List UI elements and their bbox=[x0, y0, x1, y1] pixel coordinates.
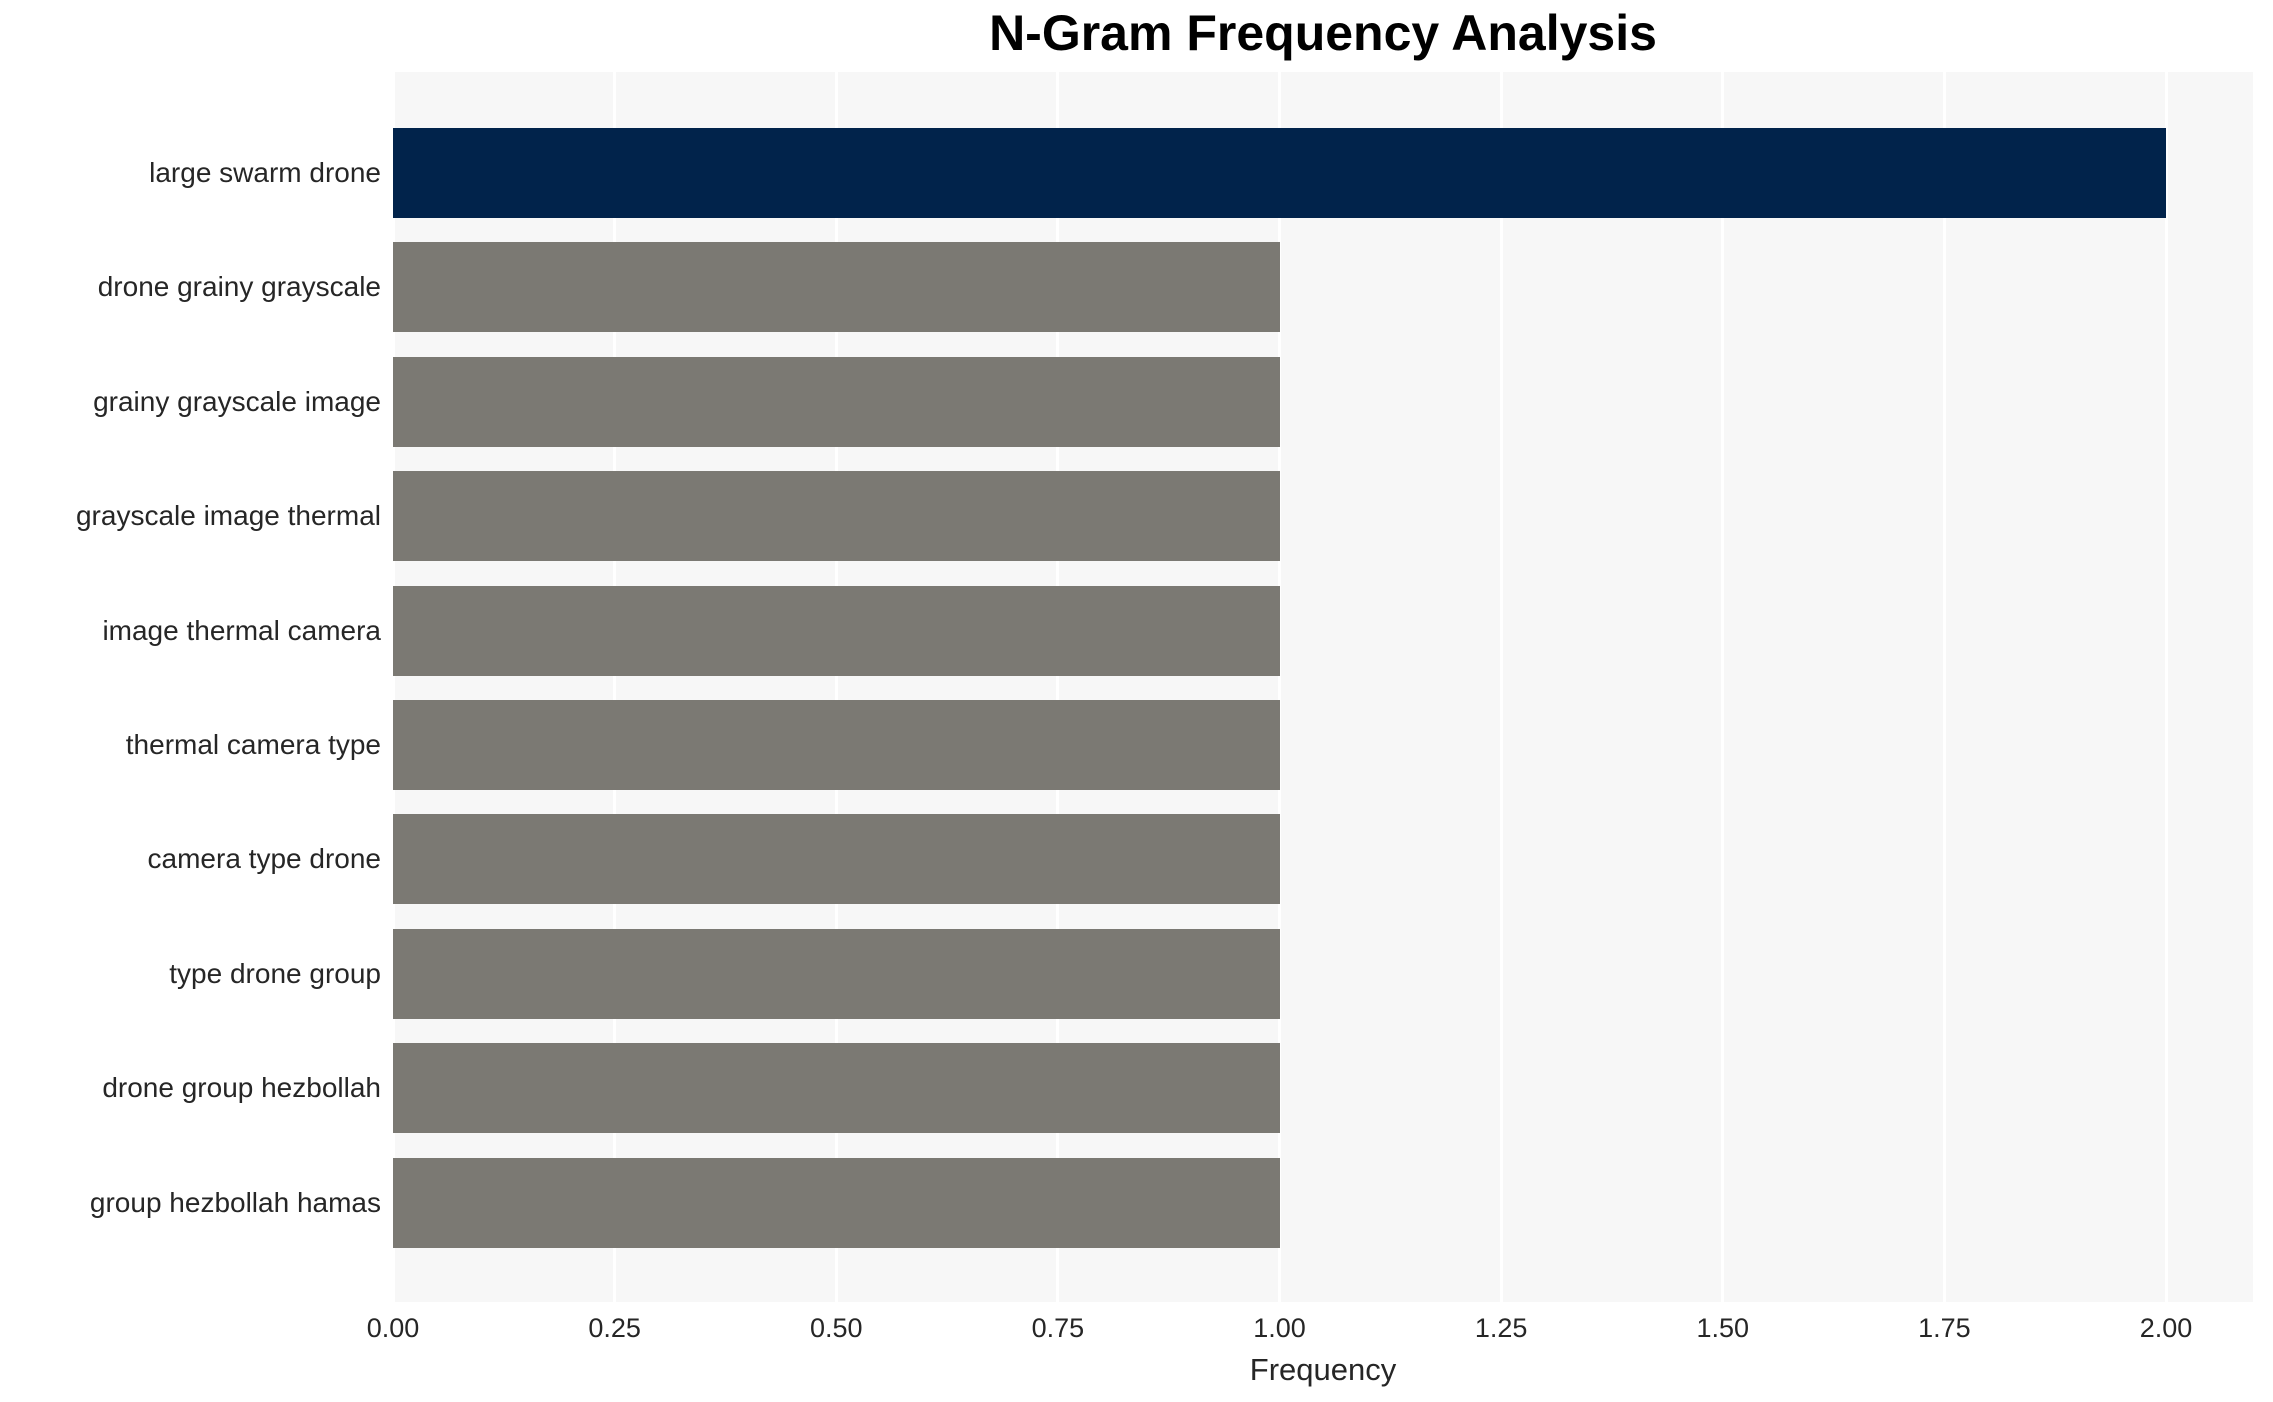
x-tick-label-1.50: 1.50 bbox=[1696, 1313, 1750, 1343]
bar-8 bbox=[393, 1043, 1280, 1134]
plot-area bbox=[391, 72, 2253, 1302]
x-tick-label-2.00: 2.00 bbox=[2139, 1313, 2193, 1343]
x-tick-label-0.75: 0.75 bbox=[1031, 1313, 1085, 1343]
x-tick-label-0.00: 0.00 bbox=[366, 1313, 420, 1343]
bar-0 bbox=[393, 128, 2166, 218]
grid-line-x-1.25 bbox=[1499, 72, 1503, 1302]
grid-line-x-0.50 bbox=[834, 72, 838, 1302]
x-tick-label-0.25: 0.25 bbox=[588, 1313, 641, 1343]
y-axis-label-5: thermal camera type bbox=[125, 729, 381, 760]
grid-line-x-1.00 bbox=[1278, 72, 1281, 1302]
y-axis-labels: large swarm drone drone grainy grayscale g… bbox=[0, 72, 381, 1302]
grid-line-x-1.75 bbox=[1942, 72, 1946, 1302]
y-axis-label-2: grainy grayscale image bbox=[93, 385, 381, 417]
bar-6 bbox=[393, 814, 1280, 905]
y-axis-label-8: drone group hezbollah bbox=[102, 1072, 381, 1104]
y-axis-label-0: large swarm drone bbox=[149, 157, 381, 188]
y-axis-label-7: type drone group bbox=[169, 957, 381, 989]
x-tick-label-1.25: 1.25 bbox=[1474, 1313, 1528, 1343]
y-axis-label-4: image thermal camera bbox=[102, 614, 381, 646]
x-tick-label-1.00: 1.00 bbox=[1253, 1313, 1306, 1343]
grid-line-x-0.25 bbox=[613, 72, 617, 1302]
grid-line-x-0.75 bbox=[1056, 72, 1060, 1302]
bar-4 bbox=[393, 585, 1280, 676]
grid-line-x-0.00 bbox=[391, 72, 395, 1302]
bar-9 bbox=[393, 1157, 1280, 1248]
x-tick-label-0.50: 0.50 bbox=[809, 1313, 863, 1343]
bar-5 bbox=[393, 700, 1280, 790]
grid-line-x-1.50 bbox=[1721, 72, 1725, 1302]
bar-2 bbox=[393, 356, 1280, 447]
x-axis-ticks: 0.00 0.25 0.50 0.75 1.00 1.25 1.50 1.75 2.00 bbox=[367, 1313, 2253, 1347]
chart-title: N-Gram Frequency Analysis bbox=[989, 5, 1657, 61]
y-axis-label-9: group hezbollah hamas bbox=[89, 1186, 381, 1218]
x-axis-title: Frequency bbox=[1249, 1352, 1397, 1387]
bar-7 bbox=[393, 928, 1280, 1019]
y-axis-label-3: grayscale image thermal bbox=[75, 500, 381, 532]
x-tick-label-1.75: 1.75 bbox=[1918, 1313, 1971, 1343]
y-axis-label-1: drone grainy grayscale bbox=[97, 271, 381, 303]
bar-3 bbox=[393, 471, 1280, 562]
y-axis-label-6: camera type drone bbox=[147, 843, 381, 875]
grid-line-x-2.00 bbox=[2164, 72, 2168, 1302]
bar-1 bbox=[393, 242, 1280, 333]
